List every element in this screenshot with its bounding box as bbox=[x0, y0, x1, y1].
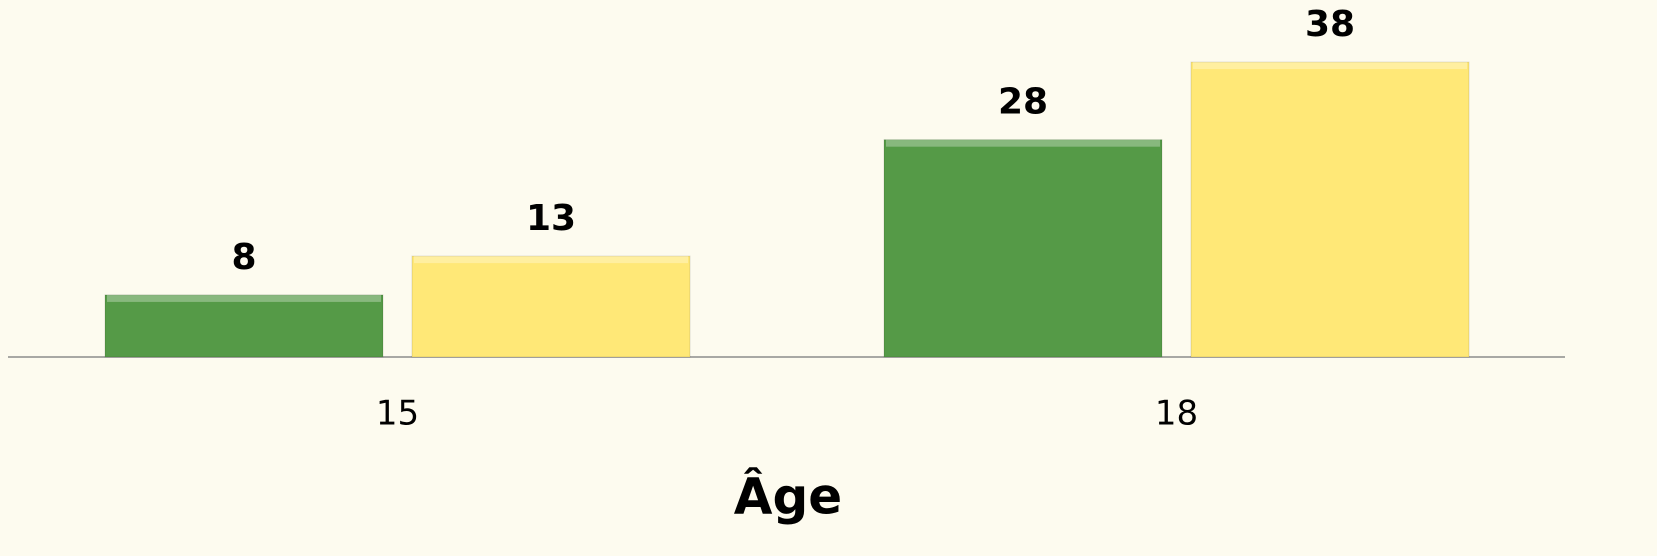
x-tick-label: 15 bbox=[376, 394, 419, 434]
bar-bevel bbox=[414, 256, 688, 264]
bar bbox=[411, 255, 691, 358]
bar-bevel bbox=[107, 294, 381, 302]
x-axis-title: Âge bbox=[734, 467, 842, 526]
bar-bevel bbox=[1193, 62, 1467, 70]
bar bbox=[883, 139, 1163, 358]
data-label: 38 bbox=[1305, 4, 1355, 45]
data-label: 28 bbox=[998, 82, 1048, 123]
data-label: 8 bbox=[231, 237, 256, 278]
bar bbox=[1190, 61, 1470, 358]
data-label: 13 bbox=[526, 198, 576, 239]
x-tick-label: 18 bbox=[1155, 394, 1198, 434]
bar-bevel bbox=[886, 139, 1160, 147]
bar bbox=[104, 294, 384, 358]
